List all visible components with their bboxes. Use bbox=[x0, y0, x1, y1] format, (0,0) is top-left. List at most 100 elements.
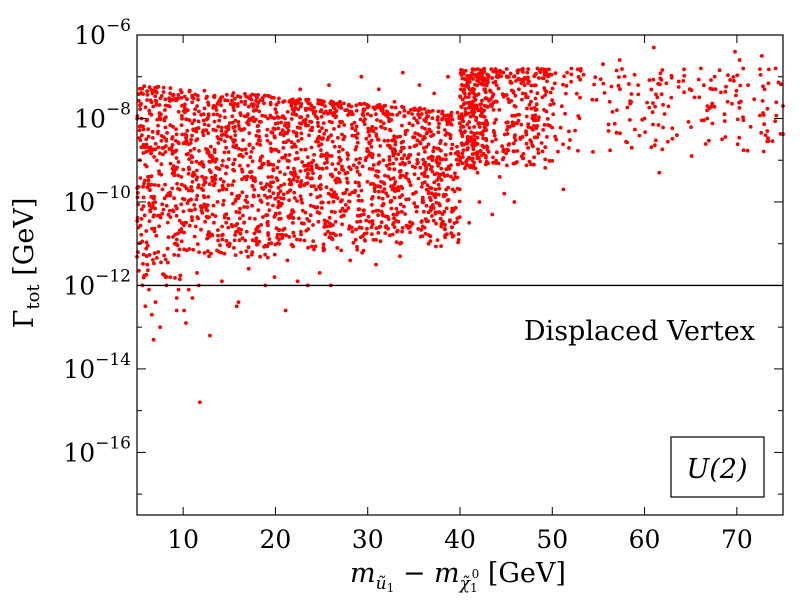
data-point bbox=[438, 216, 443, 221]
data-point bbox=[393, 142, 398, 147]
data-point bbox=[629, 145, 634, 150]
data-point bbox=[257, 229, 262, 234]
data-point bbox=[394, 206, 399, 211]
data-point bbox=[282, 155, 287, 160]
data-point bbox=[702, 83, 706, 88]
data-point bbox=[311, 204, 316, 209]
data-point bbox=[311, 223, 315, 227]
data-point bbox=[761, 84, 765, 89]
data-point bbox=[435, 146, 440, 151]
data-point bbox=[424, 187, 429, 192]
data-point bbox=[400, 209, 404, 214]
data-point bbox=[280, 128, 285, 133]
data-point bbox=[374, 112, 378, 117]
data-point bbox=[206, 195, 211, 199]
data-point bbox=[661, 125, 665, 130]
data-point bbox=[703, 142, 708, 146]
data-point bbox=[219, 103, 223, 108]
data-point bbox=[164, 274, 169, 279]
data-point bbox=[520, 91, 525, 96]
data-point bbox=[545, 79, 549, 84]
data-point bbox=[401, 146, 406, 151]
data-point bbox=[220, 279, 224, 284]
data-point bbox=[252, 119, 257, 124]
data-point bbox=[291, 230, 296, 235]
data-point bbox=[312, 105, 316, 110]
y-tick-label: 10−16 bbox=[63, 433, 131, 467]
data-point bbox=[388, 200, 393, 204]
data-point bbox=[734, 93, 738, 98]
data-point bbox=[171, 124, 175, 129]
data-point bbox=[773, 119, 778, 124]
data-point bbox=[343, 191, 347, 195]
data-point bbox=[419, 185, 424, 189]
data-point bbox=[355, 140, 360, 145]
data-point bbox=[676, 85, 681, 89]
data-point bbox=[659, 78, 664, 82]
y-tick-label: 10−12 bbox=[63, 266, 131, 300]
data-point bbox=[179, 239, 184, 244]
data-point bbox=[353, 147, 358, 152]
data-point bbox=[398, 195, 402, 200]
data-point bbox=[295, 179, 300, 184]
data-point bbox=[219, 129, 224, 133]
data-point bbox=[202, 88, 207, 93]
data-point bbox=[660, 68, 665, 72]
data-point bbox=[141, 151, 146, 155]
data-point bbox=[328, 231, 333, 236]
data-point bbox=[450, 142, 455, 147]
data-point bbox=[254, 133, 259, 138]
data-point bbox=[341, 168, 346, 173]
data-point bbox=[170, 143, 175, 147]
data-point bbox=[248, 155, 253, 160]
data-point bbox=[180, 116, 184, 121]
data-point bbox=[439, 138, 443, 143]
data-point bbox=[177, 218, 182, 223]
data-point bbox=[422, 146, 426, 150]
data-point bbox=[299, 115, 304, 119]
data-point bbox=[246, 119, 251, 123]
data-point bbox=[212, 150, 217, 155]
data-point bbox=[242, 220, 247, 225]
data-point bbox=[369, 153, 374, 158]
data-point bbox=[326, 200, 331, 205]
data-point bbox=[148, 145, 153, 150]
data-point bbox=[682, 67, 686, 72]
data-point bbox=[537, 115, 541, 120]
data-point bbox=[737, 58, 742, 62]
data-point bbox=[138, 107, 143, 112]
data-point bbox=[200, 130, 205, 135]
data-point bbox=[746, 83, 750, 87]
data-point bbox=[313, 114, 318, 119]
data-point bbox=[393, 139, 398, 144]
data-point bbox=[442, 113, 447, 118]
data-point bbox=[506, 124, 510, 129]
data-point bbox=[233, 233, 238, 237]
data-point bbox=[212, 119, 217, 124]
data-point bbox=[459, 68, 463, 72]
data-point bbox=[436, 210, 441, 215]
data-point bbox=[482, 115, 487, 119]
data-point bbox=[758, 67, 762, 71]
data-point bbox=[147, 108, 152, 113]
data-point bbox=[471, 147, 476, 152]
data-point bbox=[542, 123, 547, 127]
data-point bbox=[242, 175, 247, 179]
data-point bbox=[539, 141, 544, 145]
data-point bbox=[324, 128, 329, 133]
data-point bbox=[362, 238, 367, 242]
data-point bbox=[535, 135, 539, 140]
data-point bbox=[289, 212, 293, 217]
data-point bbox=[340, 206, 345, 211]
data-point bbox=[676, 79, 681, 84]
data-point bbox=[154, 233, 159, 238]
data-point bbox=[491, 108, 496, 112]
data-point bbox=[366, 126, 370, 131]
data-point bbox=[408, 183, 413, 188]
data-point bbox=[467, 77, 471, 81]
data-point bbox=[287, 153, 292, 157]
data-point bbox=[524, 163, 529, 168]
data-point bbox=[145, 185, 150, 190]
data-point bbox=[285, 190, 290, 195]
data-point bbox=[616, 83, 621, 88]
